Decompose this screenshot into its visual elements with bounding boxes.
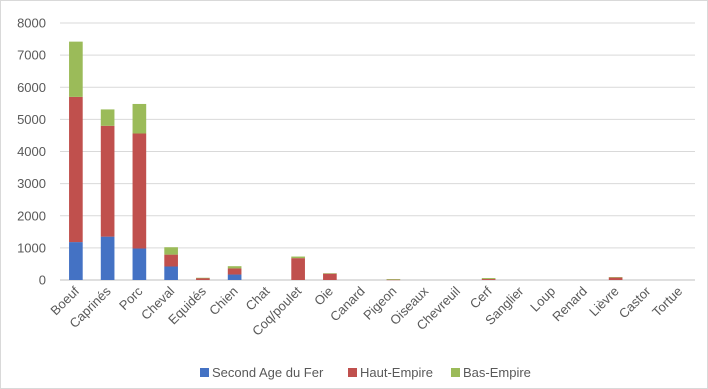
legend-label: Bas-Empire: [463, 365, 531, 380]
bar-segment: [227, 268, 242, 275]
x-tick-label: Chien: [206, 284, 241, 319]
bar-segment: [100, 109, 115, 126]
x-tick-label: Castor: [616, 283, 654, 321]
bar-segment: [386, 279, 401, 281]
y-tick-label: 7000: [17, 48, 46, 63]
y-tick-label: 8000: [17, 16, 46, 31]
y-tick-label: 6000: [17, 80, 46, 95]
bar-segment: [164, 247, 178, 255]
bar-segment: [323, 273, 337, 280]
y-tick-label: 3000: [17, 176, 46, 191]
bar-segment: [69, 242, 83, 280]
bar-segment: [100, 125, 115, 237]
bars: [69, 41, 623, 281]
bar-segment: [132, 248, 147, 280]
bar-segment: [227, 266, 242, 269]
bar-segment: [69, 96, 83, 243]
legend-label: Haut-Empire: [360, 365, 433, 380]
bar-segment: [608, 277, 623, 280]
y-tick-label: 5000: [17, 112, 46, 127]
y-tick-label: 4000: [17, 144, 46, 159]
bar-segment: [132, 133, 147, 249]
x-tick-label: Oie: [311, 284, 336, 309]
bar-segment: [164, 266, 178, 280]
bar-segment: [227, 274, 242, 280]
bar-segment: [196, 277, 210, 279]
bar-segment: [481, 278, 496, 280]
legend-swatch: [200, 368, 209, 377]
legend: Second Age du Fer Haut-Empire Bas-Empire: [200, 365, 531, 380]
bar-segment: [386, 279, 401, 280]
legend-label: Second Age du Fer: [212, 365, 324, 380]
x-tick-label: Tortue: [649, 284, 685, 320]
x-tick-label: Renard: [549, 284, 590, 325]
bar-segment: [291, 256, 305, 259]
y-tick-label: 2000: [17, 208, 46, 223]
bar-segment: [291, 258, 305, 280]
x-tick-label: Lièvre: [586, 284, 622, 320]
bar-segment: [196, 278, 210, 280]
legend-swatch: [348, 368, 357, 377]
bar-segment: [100, 236, 115, 280]
y-axis-tick-labels: 0 1000 2000 3000 4000 5000 6000 7000 8000: [17, 16, 46, 288]
bar-segment: [69, 41, 83, 97]
legend-swatch: [451, 368, 460, 377]
bar-segment: [164, 254, 178, 267]
x-tick-label: Canard: [327, 284, 368, 325]
y-tick-label: 1000: [17, 240, 46, 255]
bar-segment: [132, 103, 147, 134]
gridlines: [60, 22, 695, 281]
y-tick-label: 0: [39, 273, 46, 288]
bar-segment: [323, 273, 337, 274]
bar-segment: [608, 277, 623, 278]
bar-segment: [481, 279, 496, 280]
